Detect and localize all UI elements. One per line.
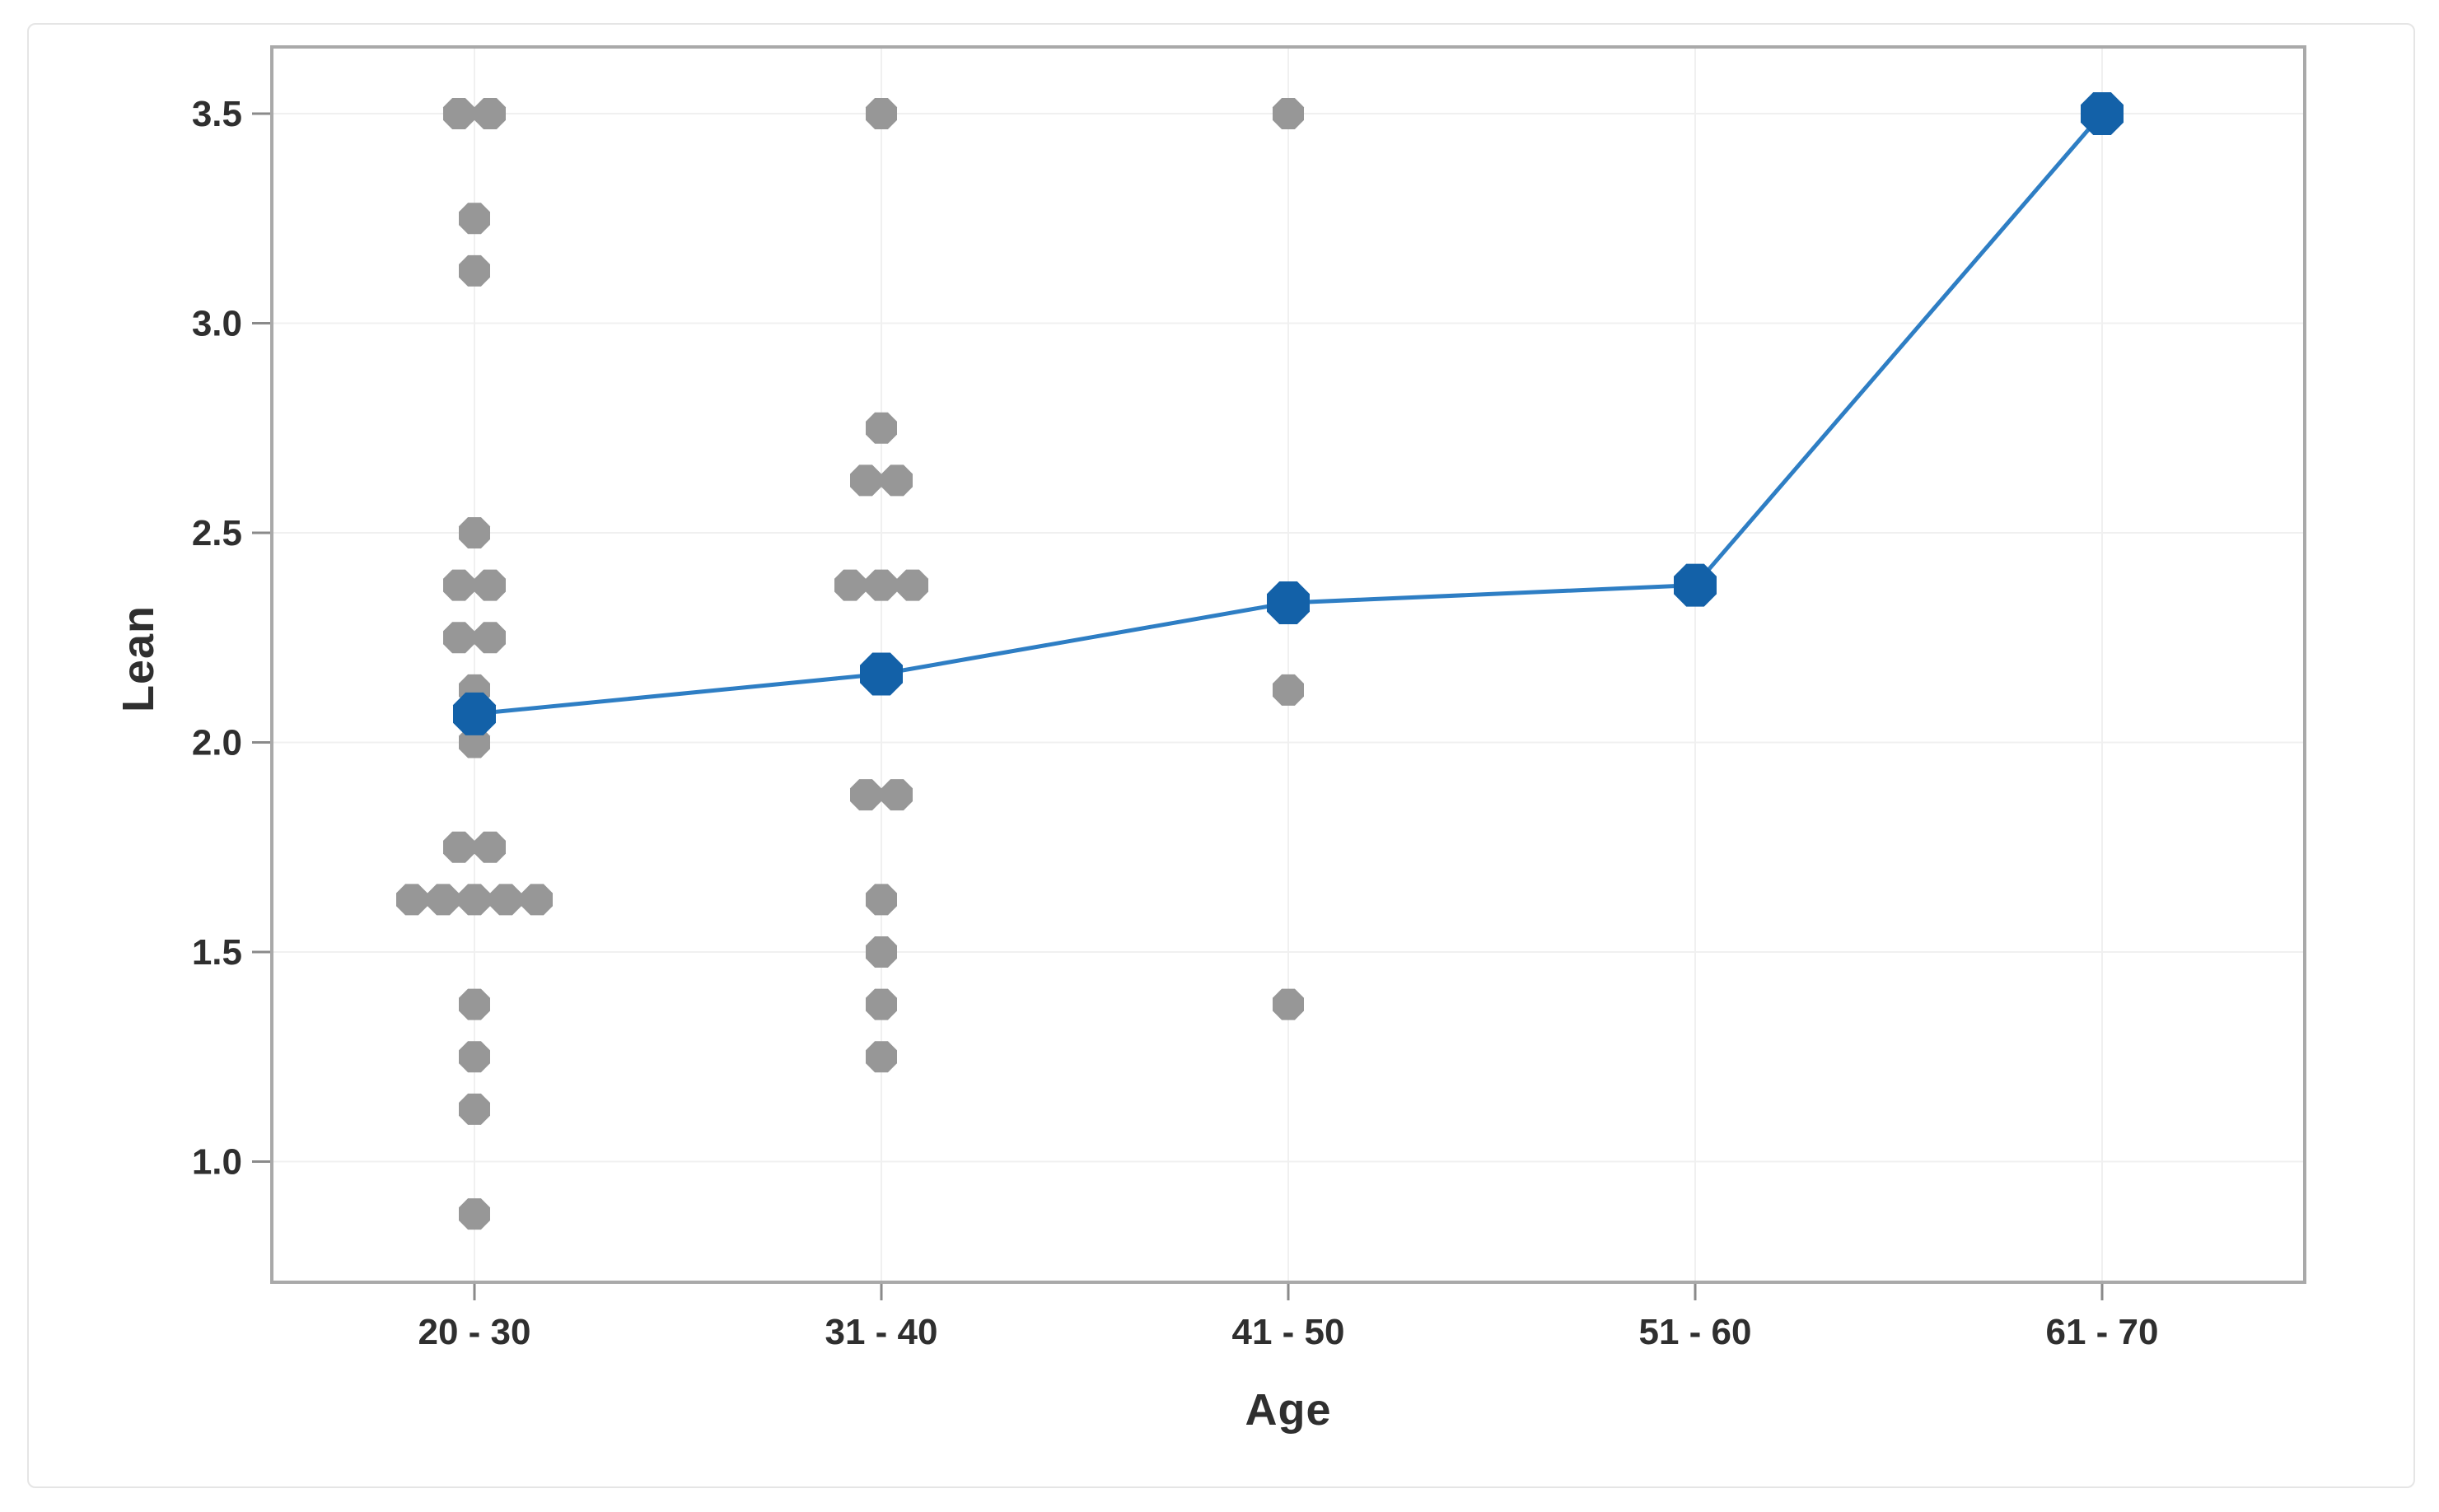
data-point bbox=[866, 412, 897, 444]
y-tick-label: 1.0 bbox=[192, 1142, 242, 1183]
y-axis-title: Lean bbox=[114, 604, 163, 713]
data-point bbox=[459, 517, 490, 548]
data-point bbox=[443, 98, 474, 129]
data-point bbox=[474, 98, 506, 129]
data-point bbox=[490, 884, 521, 916]
data-point bbox=[396, 884, 428, 916]
data-point bbox=[866, 1041, 897, 1073]
data-point bbox=[866, 936, 897, 968]
mean-point bbox=[860, 652, 903, 696]
x-tick-label: 20 - 30 bbox=[418, 1312, 531, 1352]
data-point bbox=[866, 569, 897, 601]
mean-point bbox=[1267, 581, 1310, 624]
data-point bbox=[474, 831, 506, 863]
data-point bbox=[443, 622, 474, 654]
data-point bbox=[881, 464, 913, 497]
data-point bbox=[443, 569, 474, 601]
data-point bbox=[1273, 98, 1304, 129]
data-point bbox=[834, 569, 866, 601]
x-tick-label: 61 - 70 bbox=[2046, 1312, 2159, 1352]
data-point bbox=[459, 1093, 490, 1125]
data-point bbox=[459, 884, 490, 916]
data-point bbox=[897, 569, 928, 601]
data-point bbox=[428, 884, 459, 916]
data-point bbox=[474, 569, 506, 601]
x-tick-label: 31 - 40 bbox=[825, 1312, 938, 1352]
data-point bbox=[521, 884, 553, 916]
data-point bbox=[443, 831, 474, 863]
data-point bbox=[459, 1041, 490, 1073]
y-tick-label: 1.5 bbox=[192, 932, 242, 973]
data-point bbox=[474, 622, 506, 654]
x-tick-label: 51 - 60 bbox=[1639, 1312, 1752, 1352]
x-tick-label: 41 - 50 bbox=[1232, 1312, 1345, 1352]
data-point bbox=[866, 884, 897, 916]
data-point bbox=[459, 254, 490, 287]
y-tick-label: 3.0 bbox=[192, 304, 242, 344]
mean-point bbox=[1674, 563, 1717, 607]
data-point bbox=[459, 1198, 490, 1230]
plot-frame bbox=[270, 45, 2306, 1284]
data-point bbox=[866, 988, 897, 1020]
data-point bbox=[850, 464, 881, 497]
mean-point bbox=[453, 692, 496, 735]
data-point bbox=[459, 988, 490, 1020]
data-point bbox=[1273, 988, 1304, 1020]
y-tick-label: 3.5 bbox=[192, 94, 242, 134]
y-tick-label: 2.0 bbox=[192, 723, 242, 763]
data-point bbox=[1273, 674, 1304, 706]
data-point bbox=[881, 779, 913, 811]
y-tick-label: 2.5 bbox=[192, 513, 242, 553]
x-axis-title: Age bbox=[1245, 1385, 1332, 1435]
data-point bbox=[866, 98, 897, 129]
data-point bbox=[850, 779, 881, 811]
mean-point bbox=[2081, 92, 2124, 135]
data-point bbox=[459, 203, 490, 235]
